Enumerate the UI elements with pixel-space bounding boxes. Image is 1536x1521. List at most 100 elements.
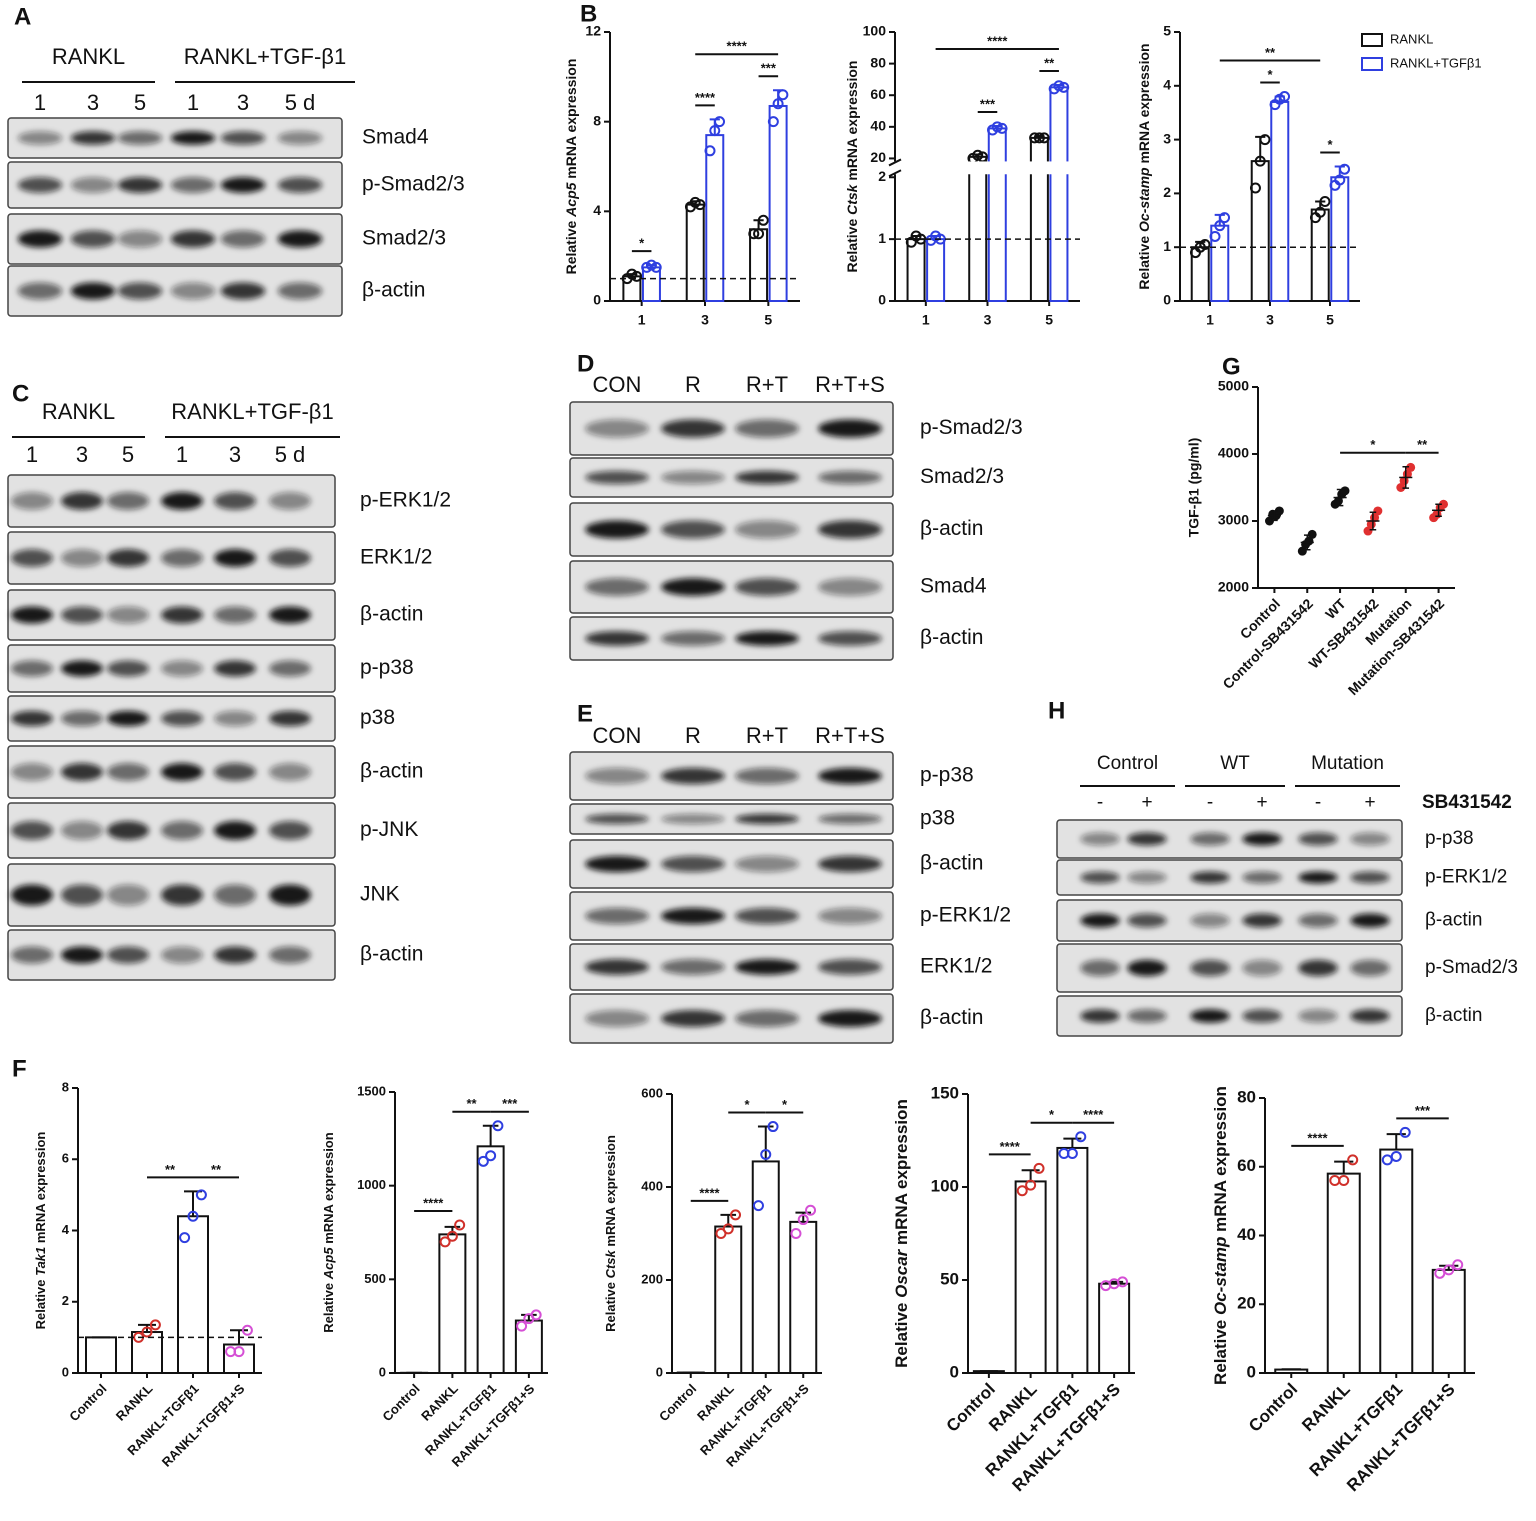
y-axis-label: TGF-β1 (pg/ml)	[1186, 438, 1202, 538]
y-tick-label: 3000	[1218, 512, 1249, 528]
y-label-part: Relative	[1211, 1315, 1230, 1385]
blot-band	[11, 660, 53, 677]
blot-band	[170, 230, 216, 248]
blot-band	[735, 520, 799, 539]
blot-band	[1350, 871, 1390, 884]
blot-band	[661, 520, 725, 539]
data-point	[1340, 486, 1350, 496]
y-tick-label: 0	[1163, 292, 1171, 308]
blot-band	[661, 578, 725, 596]
y-tick-label: 4	[1163, 77, 1171, 93]
group-label: WT	[1220, 753, 1250, 774]
y-tick-label: 150	[931, 1083, 959, 1102]
lane-label: 1	[26, 442, 38, 467]
y-tick-label: 1	[878, 230, 886, 246]
blot-band	[269, 660, 311, 677]
blot-band	[818, 520, 882, 539]
significance-label: *	[1267, 67, 1273, 82]
blot-band	[818, 419, 882, 438]
blot-row-label: ERK1/2	[360, 546, 432, 569]
x-tick-label: Control	[1245, 1380, 1301, 1436]
data-point	[797, 1214, 809, 1226]
error-bar	[1386, 1133, 1406, 1150]
blot-band	[818, 470, 882, 485]
lane-label: +	[1256, 792, 1267, 813]
y-label-part: Ctsk	[844, 183, 860, 215]
blot-band	[61, 884, 103, 906]
lane-label: 3	[237, 90, 249, 115]
lane-label: CON	[593, 372, 642, 397]
blot-row-label: Smad2/3	[920, 465, 1004, 488]
blot-band	[277, 230, 323, 248]
blot-band	[11, 492, 53, 510]
y-tick-label: 8	[62, 1079, 69, 1094]
data-point	[805, 1204, 817, 1216]
blot-band	[585, 959, 649, 975]
bar	[1326, 1172, 1361, 1374]
blot-band	[220, 282, 266, 300]
error-bar	[1063, 1137, 1082, 1148]
blot-band	[661, 813, 725, 825]
blot-band	[107, 884, 149, 906]
y-axis-label: Relative Oc-stamp mRNA expression	[1136, 43, 1152, 289]
y-label-part: Tak1	[33, 1247, 48, 1276]
blot-band	[161, 884, 203, 906]
y-label-part: Relative	[603, 1278, 618, 1331]
data-point	[1209, 230, 1221, 242]
blot-band	[269, 710, 311, 727]
legend-label: RANKL	[1390, 31, 1433, 46]
bar	[438, 1233, 467, 1374]
lane-label: CON	[593, 723, 642, 748]
bar	[926, 238, 946, 303]
y-axis-label: Relative Oscar mRNA expression	[892, 1099, 911, 1368]
blot-row-label: β-actin	[920, 626, 983, 649]
bar	[1014, 1180, 1047, 1375]
significance-label: **	[466, 1096, 477, 1111]
data-point	[730, 1209, 742, 1221]
blot-band	[17, 131, 63, 145]
error-bar	[1271, 510, 1278, 522]
blot-band	[1298, 871, 1338, 884]
blot-band	[61, 946, 103, 964]
y-label-part: mRNA expression	[1136, 43, 1152, 167]
y-label-part: mRNA expression	[563, 59, 579, 183]
bar	[177, 1215, 209, 1374]
bar	[1049, 86, 1069, 302]
data-point	[454, 1219, 466, 1231]
bar	[1310, 208, 1330, 302]
significance-label: ***	[980, 96, 996, 111]
bar	[476, 1145, 505, 1374]
x-tick-label: 1	[638, 312, 646, 328]
blot-band	[661, 631, 725, 646]
blot-band	[11, 606, 53, 624]
error-bar	[1303, 534, 1311, 551]
y-tick-label: 80	[1237, 1087, 1256, 1106]
blot-band	[1127, 1009, 1167, 1023]
data-point	[1338, 1175, 1350, 1186]
data-point	[1307, 529, 1317, 539]
blot-band	[277, 177, 323, 193]
data-point	[1443, 1264, 1455, 1276]
blot-band	[170, 131, 216, 145]
blot-band	[117, 131, 163, 145]
blot-band	[585, 855, 649, 873]
y-label-part: mRNA expression	[321, 1132, 336, 1247]
blot-row-label: p-Smad2/3	[920, 416, 1023, 439]
significance-label: ****	[987, 33, 1008, 48]
blot-band	[214, 606, 256, 624]
blot-row-label: p-ERK1/2	[360, 489, 451, 512]
blot-band	[220, 230, 266, 248]
blot-band	[585, 631, 649, 646]
blot-band	[161, 606, 203, 624]
data-point	[1452, 1259, 1464, 1271]
lane-label: 5	[122, 442, 134, 467]
blot-band	[1127, 959, 1167, 977]
blot-row-label: β-actin	[362, 279, 425, 302]
blot-band	[277, 131, 323, 145]
y-tick-label: 4	[62, 1222, 70, 1237]
blot-band	[11, 549, 53, 567]
blot-strip	[569, 457, 894, 498]
blot-band	[1080, 959, 1120, 977]
y-label-part: Relative	[1136, 232, 1152, 290]
